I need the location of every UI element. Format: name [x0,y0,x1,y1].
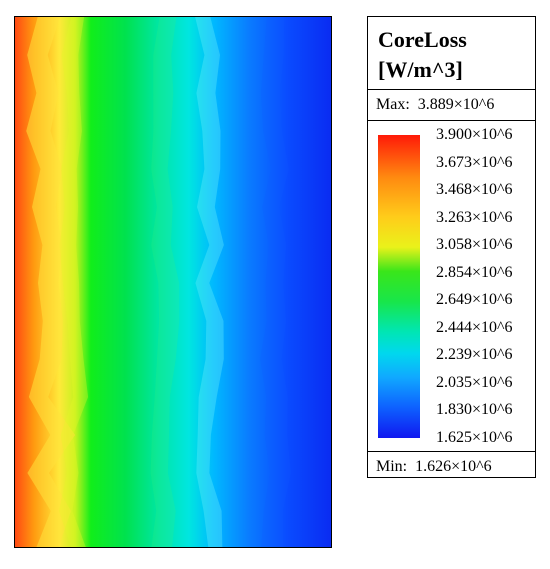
colorbar-tick-label: 3.673×10^6 [436,153,513,171]
contour-band [59,17,89,547]
colorbar-tick-label: 3.263×10^6 [436,208,513,226]
colorbar-tick-label: 1.625×10^6 [436,429,513,446]
colorbar-tick-label: 1.830×10^6 [436,401,513,419]
min-value: 1.626×10^6 [415,458,492,475]
max-value: 3.889×10^6 [417,96,495,113]
contour-band [150,17,180,547]
divider [368,120,535,121]
contour-band [260,17,291,547]
colorbar-tick-label: 2.649×10^6 [436,291,513,309]
colorbar-tick-label: 3.468×10^6 [436,181,513,199]
max-readout: Max: 3.889×10^6 [376,96,494,114]
colorbar-tick-label: 3.058×10^6 [436,236,513,254]
min-readout: Min: 1.626×10^6 [376,458,492,476]
colorbar [378,135,420,438]
colorbar-tick-label: 3.900×10^6 [436,126,513,143]
coreloss-field-plot [14,16,332,548]
colorbar-tick-label: 2.239×10^6 [436,346,513,364]
legend-unit: [W/m^3] [378,57,463,82]
contour-band [26,17,76,547]
max-label: Max: [376,96,410,113]
contour-texture [26,17,291,547]
divider [368,451,535,452]
min-label: Min: [376,458,408,475]
legend-title: CoreLoss [378,27,467,52]
divider [368,89,535,90]
colorbar-tick-label: 2.854×10^6 [436,263,513,281]
legend-panel: CoreLoss [W/m^3] Max: 3.889×10^6 3.900×10… [367,16,536,478]
contour-band [195,17,224,547]
colorbar-tick-label: 2.444×10^6 [436,318,513,336]
colorbar-tick-label: 2.035×10^6 [436,373,513,391]
